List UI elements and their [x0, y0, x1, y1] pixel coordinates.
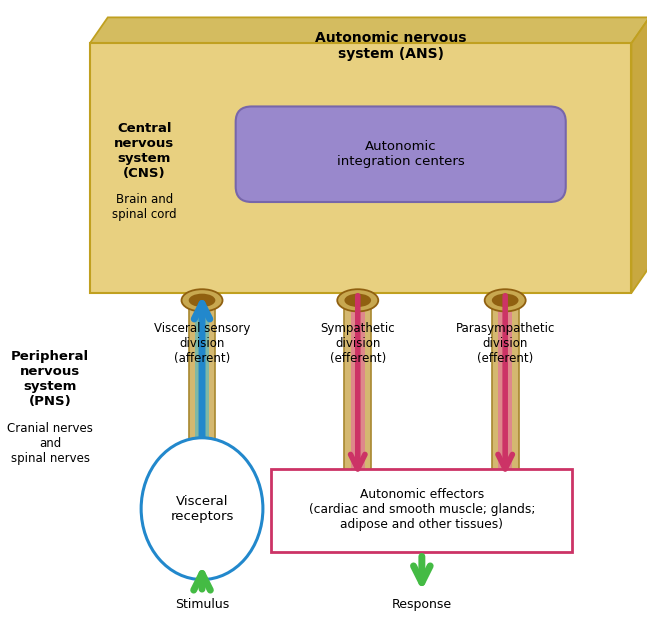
FancyBboxPatch shape: [366, 293, 371, 478]
FancyBboxPatch shape: [492, 293, 519, 478]
FancyBboxPatch shape: [188, 293, 215, 441]
FancyBboxPatch shape: [188, 293, 194, 441]
Text: Visceral sensory
division
(afferent): Visceral sensory division (afferent): [154, 322, 250, 365]
Polygon shape: [90, 18, 649, 43]
Text: Peripheral
nervous
system
(PNS): Peripheral nervous system (PNS): [11, 350, 89, 408]
Text: Stimulus: Stimulus: [175, 598, 229, 611]
FancyBboxPatch shape: [344, 293, 349, 478]
FancyBboxPatch shape: [195, 293, 209, 441]
Text: Brain and
spinal cord: Brain and spinal cord: [112, 192, 177, 221]
Text: Response: Response: [392, 598, 452, 611]
Ellipse shape: [492, 294, 519, 307]
FancyBboxPatch shape: [90, 43, 632, 293]
Text: Parasympathetic
division
(efferent): Parasympathetic division (efferent): [455, 322, 555, 365]
FancyBboxPatch shape: [235, 106, 566, 202]
FancyBboxPatch shape: [271, 469, 572, 552]
Text: Autonomic effectors
(cardiac and smooth muscle; glands;
adipose and other tissue: Autonomic effectors (cardiac and smooth …: [309, 488, 535, 532]
Ellipse shape: [189, 294, 215, 307]
FancyBboxPatch shape: [344, 293, 371, 478]
Ellipse shape: [485, 289, 526, 311]
Text: Central
nervous
system
(CNS): Central nervous system (CNS): [114, 122, 175, 180]
Text: Visceral
receptors: Visceral receptors: [170, 494, 233, 523]
Text: Sympathetic
division
(efferent): Sympathetic division (efferent): [320, 322, 395, 365]
Text: Cranial nerves
and
spinal nerves: Cranial nerves and spinal nerves: [7, 423, 93, 465]
Text: Autonomic nervous
system (ANS): Autonomic nervous system (ANS): [315, 31, 467, 62]
Ellipse shape: [141, 438, 263, 579]
Text: Autonomic
integration centers: Autonomic integration centers: [337, 140, 464, 168]
Ellipse shape: [345, 294, 371, 307]
Polygon shape: [632, 18, 649, 293]
FancyBboxPatch shape: [351, 293, 365, 478]
FancyBboxPatch shape: [492, 293, 496, 478]
FancyBboxPatch shape: [498, 293, 512, 478]
FancyBboxPatch shape: [211, 293, 215, 441]
Ellipse shape: [182, 289, 222, 311]
FancyBboxPatch shape: [514, 293, 519, 478]
Ellipse shape: [337, 289, 378, 311]
